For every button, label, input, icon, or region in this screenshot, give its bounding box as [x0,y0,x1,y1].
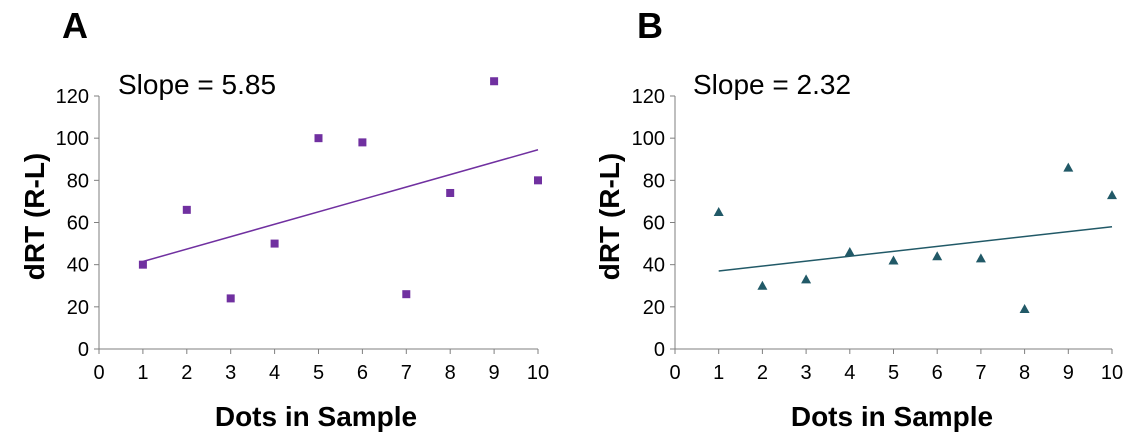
y-tick-label: 80 [643,170,665,192]
x-tick-label: 9 [1063,362,1074,384]
x-tick-label: 0 [669,362,680,384]
x-tick-label: 3 [225,362,236,384]
y-tick-label: 120 [56,86,89,108]
panel-label: B [637,5,663,46]
data-point [1063,162,1074,172]
data-point [446,188,455,197]
trendline [718,225,1113,272]
panel-label: A [62,5,88,46]
x-tick-label: 5 [888,362,899,384]
data-point [1019,303,1030,313]
data-point [226,294,235,303]
data-point [490,77,499,86]
trendline [142,149,539,263]
data-point [844,247,855,257]
x-tick-label: 4 [269,362,280,384]
y-tick-label: 0 [654,339,665,361]
y-tick-label: 120 [632,86,665,108]
y-tick-label: 60 [643,213,665,235]
x-axis-title: Dots in Sample [215,401,417,432]
y-tick-label: 40 [67,255,89,277]
y-tick-label: 100 [56,128,89,150]
data-point [757,280,768,290]
data-point [138,260,147,269]
data-point [402,290,411,299]
panel-a: A Slope = 5.85 0 20 40 60 80 100 120 0 1 2 3 4 5 6 7 8 9 10… [19,5,549,432]
y-tick-label: 40 [643,255,665,277]
x-tick-label: 1 [713,362,724,384]
panel-b: B Slope = 2.32 0 20 40 60 80 100 120 0 1 2 3 4 5 6 7 8 9 10… [594,5,1123,432]
data-point [182,205,191,214]
data-point [975,253,986,263]
x-tick-label: 2 [757,362,768,384]
x-tick-label: 3 [801,362,812,384]
data-point [358,138,367,147]
slope-annotation: Slope = 5.85 [118,69,276,100]
y-axis-title: dRT (R-L) [19,153,50,281]
x-tick-label: 7 [975,362,986,384]
x-tick-label: 10 [527,362,549,384]
data-point [932,251,943,261]
y-tick-label: 80 [67,170,89,192]
x-tick-label: 10 [1101,362,1123,384]
x-tick-label: 2 [181,362,192,384]
x-tick-label: 1 [137,362,148,384]
y-tick-label: 20 [67,297,89,319]
x-tick-label: 9 [489,362,500,384]
data-point [801,274,812,284]
x-tick-label: 8 [445,362,456,384]
y-tick-label: 20 [643,297,665,319]
y-tick-label: 60 [67,213,89,235]
x-tick-label: 4 [844,362,855,384]
x-tick-label: 5 [313,362,324,384]
y-tick-label: 0 [78,339,89,361]
x-tick-label: 0 [93,362,104,384]
x-axis-title: Dots in Sample [791,401,993,432]
x-tick-label: 6 [932,362,943,384]
data-point [713,206,724,216]
x-tick-label: 6 [357,362,368,384]
x-tick-label: 7 [401,362,412,384]
data-point [534,176,542,185]
data-point [888,255,899,265]
data-point [314,134,323,143]
slope-annotation: Slope = 2.32 [693,69,851,100]
data-point [1107,190,1117,200]
x-tick-label: 8 [1019,362,1030,384]
y-tick-label: 100 [632,128,665,150]
y-axis-title: dRT (R-L) [594,153,625,281]
data-point [270,239,279,248]
